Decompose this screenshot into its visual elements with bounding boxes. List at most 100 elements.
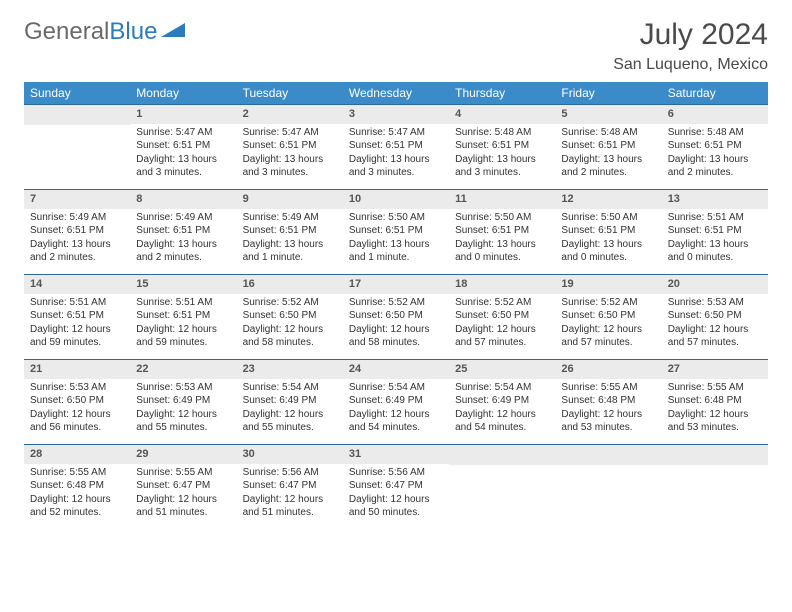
daylight-text: Daylight: 13 hours and 1 minute. bbox=[349, 238, 443, 265]
sunset-text: Sunset: 6:47 PM bbox=[243, 479, 337, 493]
day-number: 1 bbox=[130, 105, 236, 124]
sunset-text: Sunset: 6:51 PM bbox=[349, 224, 443, 238]
sunset-text: Sunset: 6:51 PM bbox=[668, 139, 762, 153]
day-number bbox=[24, 105, 130, 125]
calendar-body: 1Sunrise: 5:47 AMSunset: 6:51 PMDaylight… bbox=[24, 105, 768, 530]
daylight-text: Daylight: 12 hours and 52 minutes. bbox=[30, 493, 124, 520]
daylight-text: Daylight: 13 hours and 3 minutes. bbox=[455, 153, 549, 180]
daylight-text: Daylight: 12 hours and 54 minutes. bbox=[349, 408, 443, 435]
calendar-cell: 27Sunrise: 5:55 AMSunset: 6:48 PMDayligh… bbox=[662, 360, 768, 445]
day-number: 15 bbox=[130, 275, 236, 294]
day-number: 6 bbox=[662, 105, 768, 124]
sunset-text: Sunset: 6:50 PM bbox=[30, 394, 124, 408]
daylight-text: Daylight: 12 hours and 58 minutes. bbox=[243, 323, 337, 350]
weekday-row: Sunday Monday Tuesday Wednesday Thursday… bbox=[24, 82, 768, 105]
calendar-cell: 11Sunrise: 5:50 AMSunset: 6:51 PMDayligh… bbox=[449, 190, 555, 275]
day-number: 16 bbox=[237, 275, 343, 294]
day-number: 24 bbox=[343, 360, 449, 379]
daylight-text: Daylight: 13 hours and 0 minutes. bbox=[561, 238, 655, 265]
calendar-cell: 4Sunrise: 5:48 AMSunset: 6:51 PMDaylight… bbox=[449, 105, 555, 190]
day-body: Sunrise: 5:54 AMSunset: 6:49 PMDaylight:… bbox=[237, 379, 343, 439]
daylight-text: Daylight: 13 hours and 3 minutes. bbox=[136, 153, 230, 180]
sunset-text: Sunset: 6:51 PM bbox=[136, 139, 230, 153]
sunrise-text: Sunrise: 5:54 AM bbox=[455, 381, 549, 395]
day-number: 7 bbox=[24, 190, 130, 209]
day-body: Sunrise: 5:53 AMSunset: 6:50 PMDaylight:… bbox=[662, 294, 768, 354]
sunset-text: Sunset: 6:47 PM bbox=[136, 479, 230, 493]
day-body: Sunrise: 5:52 AMSunset: 6:50 PMDaylight:… bbox=[343, 294, 449, 354]
sunrise-text: Sunrise: 5:56 AM bbox=[243, 466, 337, 480]
logo-text: GeneralBlue bbox=[24, 18, 157, 46]
day-number: 13 bbox=[662, 190, 768, 209]
calendar-cell: 30Sunrise: 5:56 AMSunset: 6:47 PMDayligh… bbox=[237, 445, 343, 530]
day-body: Sunrise: 5:55 AMSunset: 6:48 PMDaylight:… bbox=[24, 464, 130, 524]
day-body: Sunrise: 5:55 AMSunset: 6:48 PMDaylight:… bbox=[555, 379, 661, 439]
calendar-cell: 19Sunrise: 5:52 AMSunset: 6:50 PMDayligh… bbox=[555, 275, 661, 360]
sunset-text: Sunset: 6:51 PM bbox=[455, 139, 549, 153]
logo-part2: Blue bbox=[109, 18, 157, 45]
day-number: 18 bbox=[449, 275, 555, 294]
day-body: Sunrise: 5:54 AMSunset: 6:49 PMDaylight:… bbox=[343, 379, 449, 439]
weekday-header: Thursday bbox=[449, 82, 555, 105]
daylight-text: Daylight: 13 hours and 3 minutes. bbox=[243, 153, 337, 180]
daylight-text: Daylight: 12 hours and 54 minutes. bbox=[455, 408, 549, 435]
day-body: Sunrise: 5:48 AMSunset: 6:51 PMDaylight:… bbox=[662, 124, 768, 184]
sunset-text: Sunset: 6:50 PM bbox=[243, 309, 337, 323]
weekday-header: Friday bbox=[555, 82, 661, 105]
sunset-text: Sunset: 6:49 PM bbox=[349, 394, 443, 408]
calendar-table: Sunday Monday Tuesday Wednesday Thursday… bbox=[24, 82, 768, 529]
sunset-text: Sunset: 6:51 PM bbox=[349, 139, 443, 153]
sunrise-text: Sunrise: 5:50 AM bbox=[455, 211, 549, 225]
sunset-text: Sunset: 6:51 PM bbox=[561, 224, 655, 238]
sunset-text: Sunset: 6:50 PM bbox=[668, 309, 762, 323]
calendar-week-row: 21Sunrise: 5:53 AMSunset: 6:50 PMDayligh… bbox=[24, 360, 768, 445]
calendar-cell: 6Sunrise: 5:48 AMSunset: 6:51 PMDaylight… bbox=[662, 105, 768, 190]
sunset-text: Sunset: 6:51 PM bbox=[30, 224, 124, 238]
calendar-cell: 7Sunrise: 5:49 AMSunset: 6:51 PMDaylight… bbox=[24, 190, 130, 275]
day-body: Sunrise: 5:47 AMSunset: 6:51 PMDaylight:… bbox=[130, 124, 236, 184]
daylight-text: Daylight: 12 hours and 57 minutes. bbox=[455, 323, 549, 350]
day-body: Sunrise: 5:52 AMSunset: 6:50 PMDaylight:… bbox=[237, 294, 343, 354]
calendar-cell: 24Sunrise: 5:54 AMSunset: 6:49 PMDayligh… bbox=[343, 360, 449, 445]
calendar-cell: 5Sunrise: 5:48 AMSunset: 6:51 PMDaylight… bbox=[555, 105, 661, 190]
day-number bbox=[555, 445, 661, 465]
day-body: Sunrise: 5:56 AMSunset: 6:47 PMDaylight:… bbox=[343, 464, 449, 524]
calendar-cell: 28Sunrise: 5:55 AMSunset: 6:48 PMDayligh… bbox=[24, 445, 130, 530]
calendar-cell: 22Sunrise: 5:53 AMSunset: 6:49 PMDayligh… bbox=[130, 360, 236, 445]
calendar-week-row: 14Sunrise: 5:51 AMSunset: 6:51 PMDayligh… bbox=[24, 275, 768, 360]
sunset-text: Sunset: 6:51 PM bbox=[243, 139, 337, 153]
sunset-text: Sunset: 6:49 PM bbox=[243, 394, 337, 408]
calendar-cell: 15Sunrise: 5:51 AMSunset: 6:51 PMDayligh… bbox=[130, 275, 236, 360]
sunrise-text: Sunrise: 5:50 AM bbox=[349, 211, 443, 225]
calendar-cell: 8Sunrise: 5:49 AMSunset: 6:51 PMDaylight… bbox=[130, 190, 236, 275]
sunset-text: Sunset: 6:49 PM bbox=[136, 394, 230, 408]
day-body: Sunrise: 5:47 AMSunset: 6:51 PMDaylight:… bbox=[343, 124, 449, 184]
sunset-text: Sunset: 6:48 PM bbox=[30, 479, 124, 493]
day-body: Sunrise: 5:51 AMSunset: 6:51 PMDaylight:… bbox=[24, 294, 130, 354]
day-body: Sunrise: 5:49 AMSunset: 6:51 PMDaylight:… bbox=[130, 209, 236, 269]
day-body: Sunrise: 5:49 AMSunset: 6:51 PMDaylight:… bbox=[24, 209, 130, 269]
day-number: 8 bbox=[130, 190, 236, 209]
day-number: 9 bbox=[237, 190, 343, 209]
sunset-text: Sunset: 6:50 PM bbox=[455, 309, 549, 323]
day-body: Sunrise: 5:54 AMSunset: 6:49 PMDaylight:… bbox=[449, 379, 555, 439]
logo-triangle-icon bbox=[161, 21, 187, 44]
weekday-header: Wednesday bbox=[343, 82, 449, 105]
weekday-header: Saturday bbox=[662, 82, 768, 105]
daylight-text: Daylight: 12 hours and 59 minutes. bbox=[136, 323, 230, 350]
day-number: 17 bbox=[343, 275, 449, 294]
day-body: Sunrise: 5:50 AMSunset: 6:51 PMDaylight:… bbox=[449, 209, 555, 269]
day-number: 12 bbox=[555, 190, 661, 209]
sunrise-text: Sunrise: 5:54 AM bbox=[349, 381, 443, 395]
sunset-text: Sunset: 6:51 PM bbox=[136, 309, 230, 323]
daylight-text: Daylight: 12 hours and 51 minutes. bbox=[136, 493, 230, 520]
day-body: Sunrise: 5:52 AMSunset: 6:50 PMDaylight:… bbox=[449, 294, 555, 354]
daylight-text: Daylight: 13 hours and 1 minute. bbox=[243, 238, 337, 265]
calendar-cell: 18Sunrise: 5:52 AMSunset: 6:50 PMDayligh… bbox=[449, 275, 555, 360]
calendar-cell bbox=[24, 105, 130, 190]
daylight-text: Daylight: 12 hours and 59 minutes. bbox=[30, 323, 124, 350]
daylight-text: Daylight: 12 hours and 57 minutes. bbox=[668, 323, 762, 350]
sunrise-text: Sunrise: 5:49 AM bbox=[30, 211, 124, 225]
daylight-text: Daylight: 12 hours and 56 minutes. bbox=[30, 408, 124, 435]
daylight-text: Daylight: 13 hours and 2 minutes. bbox=[668, 153, 762, 180]
